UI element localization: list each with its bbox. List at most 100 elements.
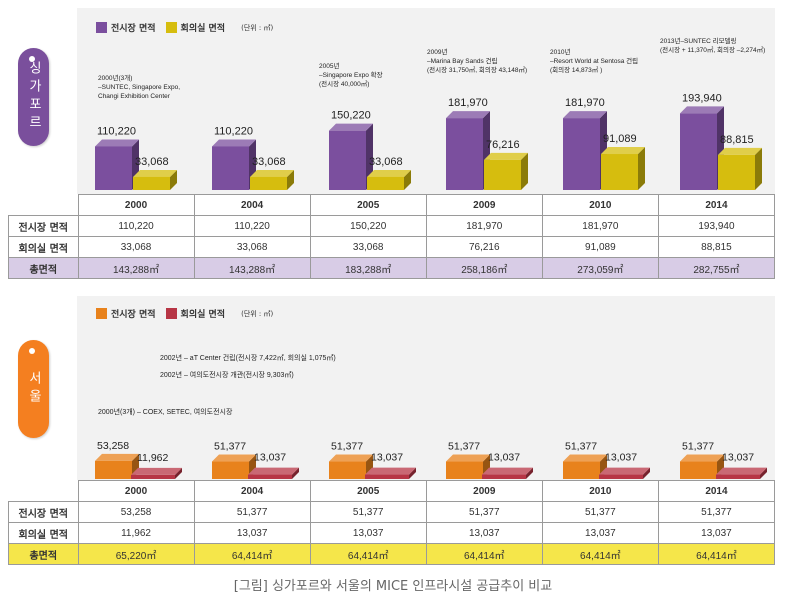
legend-item-exhibition: 전시장 면적 [96, 21, 156, 34]
legend-label-exhibition: 전시장 면적 [111, 24, 156, 34]
value-label-exhibition: 51,377 [448, 441, 480, 453]
bar-2004-exhibition [212, 139, 256, 190]
annotation-2010: (회의장 14,873㎡ ) [550, 65, 602, 74]
legend-unit: (단위 : ㎡) [241, 309, 274, 318]
table-cell: 33,068 [309, 236, 427, 258]
table-cell: 88,815 [657, 236, 776, 258]
legend-swatch-exhibition [96, 308, 107, 319]
table-cell: 51,377 [657, 501, 776, 523]
tab-dot [29, 56, 35, 62]
annotation-2010: –Resort World at Sentosa 건립 [550, 56, 638, 65]
table-cell: 2009 [425, 480, 543, 502]
bar-2010-meeting [599, 467, 650, 479]
bar-2005-meeting [365, 467, 416, 479]
table-cell: 64,414㎡ [425, 543, 543, 565]
bar-2009-meeting [484, 152, 528, 190]
total-area-row: 총면적 65,220㎡ 64,414㎡ 64,414㎡ 64,414㎡ 64,414㎡ 64… [8, 543, 776, 565]
legend-label-meeting: 회의실 면적 [180, 310, 226, 320]
row-label [8, 480, 78, 502]
table-cell: 273,059㎡ [541, 257, 659, 279]
value-label-meeting: 13,037 [722, 452, 754, 464]
table-cell: 181,970 [425, 215, 543, 237]
value-label-exhibition: 53,258 [97, 440, 129, 452]
value-label-exhibition: 181,970 [448, 97, 488, 109]
value-label-meeting: 76,216 [486, 139, 520, 151]
annotation-2009: –Marina Bay Sands 건립 [427, 56, 498, 65]
bar-2004-meeting [248, 467, 299, 479]
seoul-bar-chart: 53,258 11,962 51,377 13,037 51,377 13,037 51,3… [95, 353, 767, 479]
row-label: 총면적 [8, 257, 79, 279]
table-cell: 33,068 [77, 236, 195, 258]
seoul-data-table: 2000 2004 2005 2009 2010 2014 전시장 면적 53,258 51,3… [8, 480, 776, 565]
table-cell: 183,288㎡ [309, 257, 427, 279]
value-label-meeting: 88,815 [720, 134, 754, 146]
year-row: 2000 2004 2005 2009 2010 2014 [8, 194, 776, 216]
bar-2010-meeting [601, 147, 645, 190]
row-label: 전시장 면적 [8, 501, 79, 523]
table-cell: 150,220 [309, 215, 427, 237]
value-label-exhibition: 110,220 [97, 125, 136, 137]
table-cell: 11,962 [77, 522, 195, 544]
annotation-seoul-2000: 2000년(3개) – COEX, SETEC, 여의도전시장 [98, 407, 233, 416]
table-cell: 51,377 [425, 501, 543, 523]
table-cell: 91,089 [541, 236, 659, 258]
legend-label-exhibition: 전시장 면적 [111, 310, 156, 320]
singapore-chart-panel [77, 8, 775, 194]
bar-2000-exhibition [95, 453, 139, 479]
table-cell: 13,037 [541, 522, 659, 544]
value-label-exhibition: 181,970 [565, 97, 605, 109]
table-cell: 76,216 [425, 236, 543, 258]
value-label-exhibition: 51,377 [682, 441, 714, 453]
annotation-2014: (전시장 + 11,370㎡, 회의장 –2,274㎡) [660, 45, 765, 54]
legend-label-meeting: 회의실 면적 [180, 24, 226, 34]
table-cell: 64,414㎡ [541, 543, 659, 565]
value-label-exhibition: 51,377 [214, 441, 246, 453]
value-label-exhibition: 193,940 [682, 92, 722, 104]
table-cell: 2000 [77, 194, 195, 216]
table-cell: 2014 [657, 480, 776, 502]
legend-item-exhibition: 전시장 면적 [96, 307, 156, 320]
bar-2000-exhibition [95, 139, 139, 190]
bar-2004-exhibition [212, 454, 256, 479]
annotation-2009: (전시장 31,750㎡, 회의장 43,148㎡) [427, 65, 527, 74]
bar-2000-meeting [131, 467, 182, 479]
singapore-bar-chart: 110,220 33,068 110,220 33,068 150,220 33,068 1… [95, 36, 765, 190]
row-label [8, 194, 78, 216]
table-cell: 193,940 [657, 215, 776, 237]
meeting-area-row: 회의실 면적 33,068 33,068 33,068 76,216 91,089 88,8… [8, 236, 776, 258]
seoul-chart-panel [77, 296, 775, 480]
value-label-meeting: 13,037 [254, 452, 286, 464]
annotation-seoul-2002: 2002년 – aT Center 건립(전시장 7,422㎡, 회의실 1,0… [160, 353, 336, 362]
bar-2009-exhibition [446, 111, 490, 190]
table-cell: 2014 [657, 194, 776, 216]
table-cell: 2005 [309, 480, 427, 502]
table-cell: 51,377 [193, 501, 311, 523]
table-cell: 110,220 [193, 215, 311, 237]
total-area-row: 총면적 143,288㎡ 143,288㎡ 183,288㎡ 258,186㎡ 273,0… [8, 257, 776, 279]
singapore-region-label: 싱가포르 [26, 61, 41, 133]
table-cell: 2010 [541, 480, 659, 502]
table-cell: 51,377 [541, 501, 659, 523]
table-cell: 13,037 [309, 522, 427, 544]
bar-2010-exhibition [563, 111, 607, 190]
value-label-exhibition: 51,377 [331, 441, 363, 453]
table-cell: 2010 [541, 194, 659, 216]
figure-caption: [그림] 싱가포르와 서울의 MICE 인프라시설 공급추이 비교 [233, 579, 553, 594]
table-cell: 53,258 [77, 501, 195, 523]
table-cell: 143,288㎡ [193, 257, 311, 279]
row-label: 회의실 면적 [8, 236, 79, 258]
value-label-exhibition: 51,377 [565, 441, 597, 453]
singapore-region-tab: 싱가포르 [18, 48, 49, 146]
table-cell: 2009 [425, 194, 543, 216]
row-label: 전시장 면적 [8, 215, 79, 237]
table-cell: 258,186㎡ [425, 257, 543, 279]
table-cell: 2005 [309, 194, 427, 216]
table-cell: 64,414㎡ [657, 543, 776, 565]
row-label: 총면적 [8, 543, 79, 565]
table-cell: 2004 [193, 194, 311, 216]
annotation-2000: Changi Exhibition Center [98, 93, 171, 100]
table-cell: 110,220 [77, 215, 195, 237]
bar-2005-exhibition [329, 123, 373, 190]
legend-item-meeting: 회의실 면적 [165, 21, 226, 34]
table-cell: 2000 [77, 480, 195, 502]
